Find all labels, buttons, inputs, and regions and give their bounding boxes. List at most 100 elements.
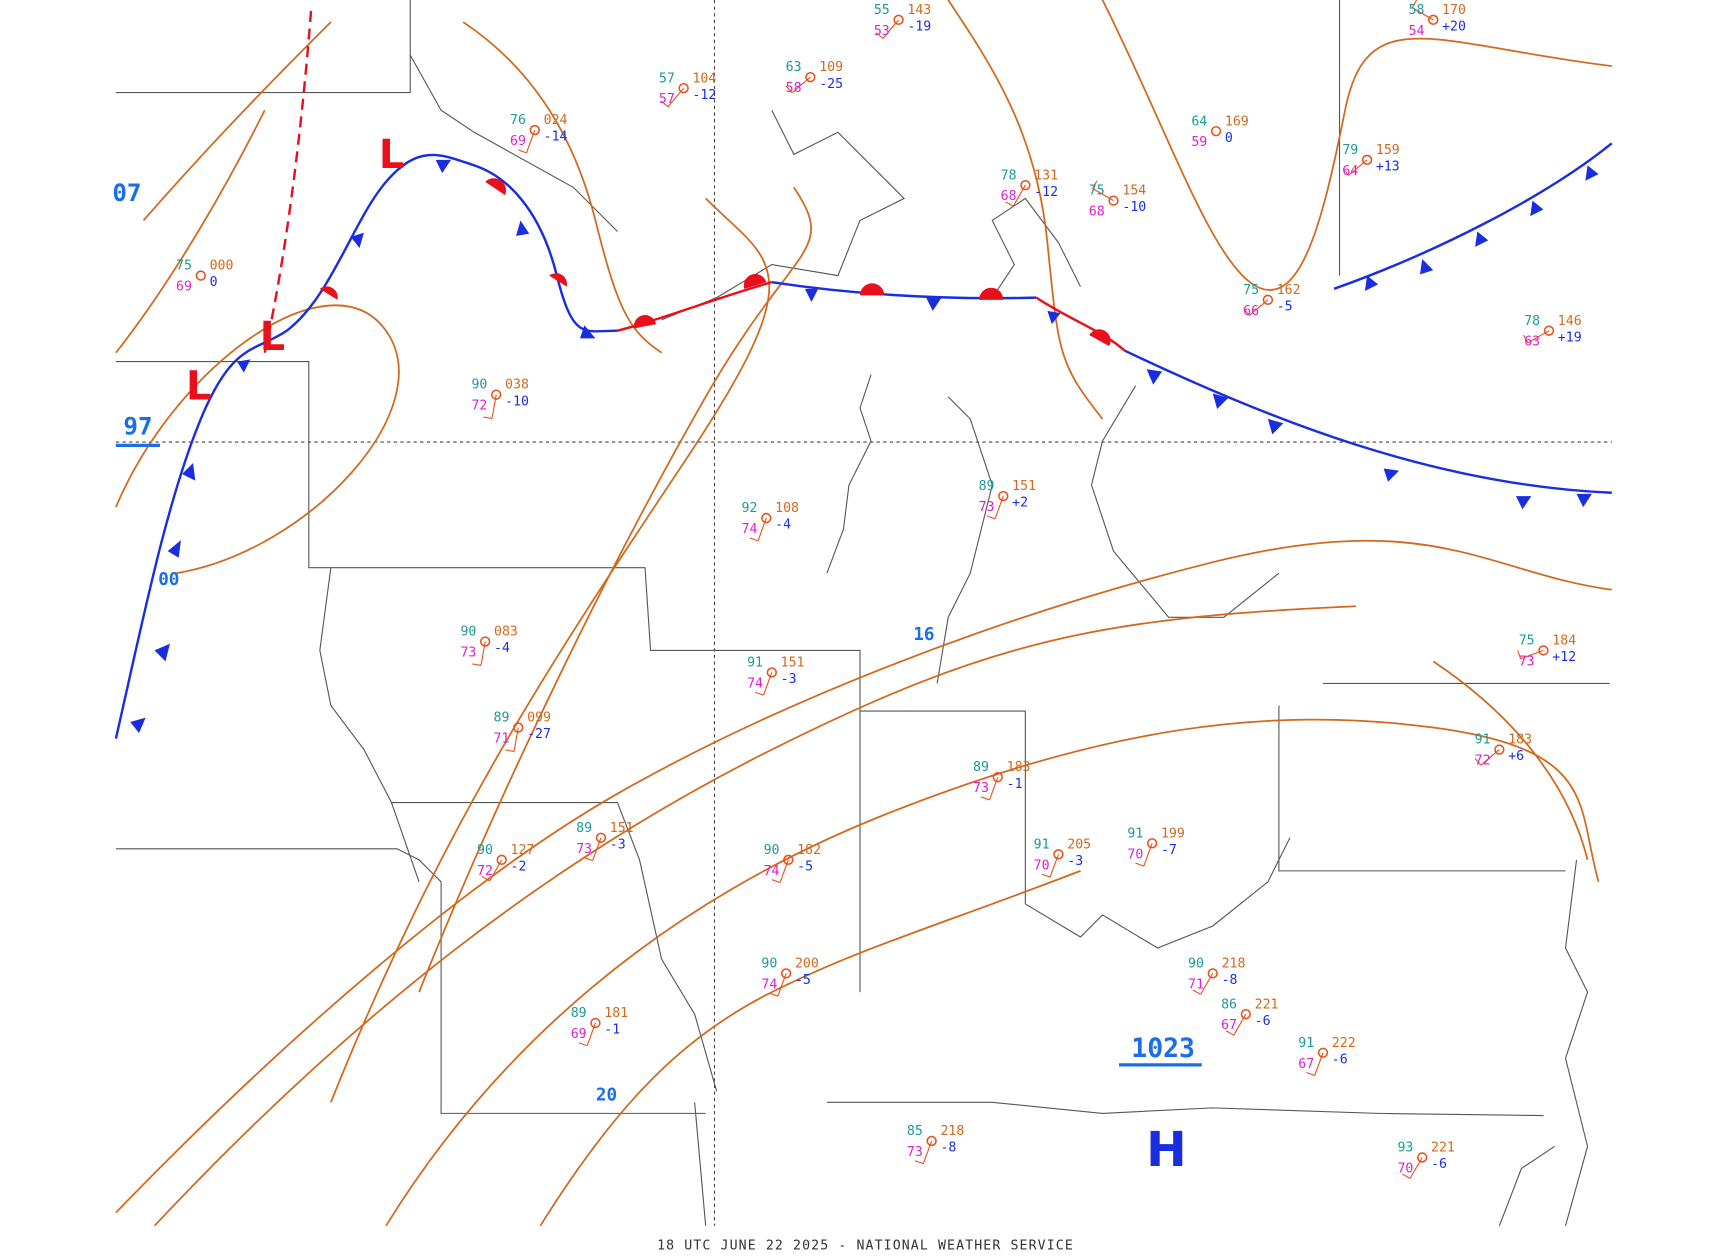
- pressure: 104: [692, 71, 716, 86]
- pressure-change: -3: [1067, 854, 1083, 869]
- station-marker: [1108, 195, 1119, 206]
- wind-barb: [525, 129, 536, 154]
- temperature: 89: [973, 760, 989, 775]
- dewpoint: 54: [1408, 24, 1424, 39]
- station-marker: [1494, 744, 1505, 755]
- wind-barb: [586, 1022, 596, 1046]
- pressure: 154: [1122, 184, 1146, 199]
- temperature: 90: [460, 625, 476, 640]
- station-marker: [805, 71, 816, 83]
- temperature: 90: [764, 843, 780, 858]
- temperature: 76: [510, 113, 526, 128]
- station-marker: [1262, 294, 1274, 306]
- low-center: L: [379, 132, 404, 178]
- station-marker: [998, 490, 1009, 502]
- pressure-change: 0: [210, 275, 218, 290]
- station-marker: [1428, 14, 1439, 26]
- wind-barb: [1225, 1030, 1234, 1036]
- station-marker: [1538, 645, 1549, 656]
- pressure: 205: [1067, 837, 1091, 852]
- wind-barb: [771, 879, 781, 884]
- pressure-change: -19: [907, 19, 931, 34]
- station-marker: [1240, 1008, 1252, 1020]
- wind-barb: [777, 973, 787, 997]
- station-marker: [780, 968, 792, 979]
- station-marker: [1210, 126, 1222, 137]
- temperature: 89: [979, 479, 995, 494]
- temperature: 90: [471, 378, 487, 393]
- wind-barb: [1092, 180, 1098, 189]
- temperature: 91: [1034, 837, 1050, 852]
- pressure-change: -10: [1122, 200, 1146, 215]
- temperature: 89: [576, 821, 592, 836]
- station-marker: [766, 667, 777, 678]
- wind-barb: [1192, 989, 1201, 995]
- station-marker: [893, 14, 904, 26]
- wind-barb: [1314, 1052, 1324, 1076]
- pressure-change: -1: [604, 1023, 620, 1038]
- pressure-change: -5: [797, 859, 813, 874]
- pressure: 131: [1034, 168, 1058, 183]
- pressure-change: -5: [795, 973, 811, 988]
- wind-barb: [483, 416, 493, 420]
- pressure: 169: [1225, 114, 1249, 129]
- dewpoint: 64: [1342, 164, 1358, 179]
- pressure: 000: [210, 259, 234, 274]
- pressure: 083: [494, 625, 518, 640]
- wind-barb: [667, 87, 685, 108]
- station-marker: [783, 854, 794, 866]
- wind-barb: [489, 859, 503, 882]
- station-marker: [926, 1135, 937, 1147]
- pressure-change: -14: [544, 130, 568, 145]
- wind-barb: [491, 394, 497, 419]
- pressure-change: -3: [781, 672, 797, 687]
- station-marker: [529, 124, 540, 136]
- station-marker: [1207, 968, 1218, 979]
- dewpoint: 73: [979, 500, 995, 515]
- dewpoint: 71: [1188, 977, 1204, 992]
- dewpoint: 68: [1089, 205, 1105, 220]
- dewpoint: 69: [571, 1027, 587, 1042]
- pressure: 038: [505, 378, 529, 393]
- pressure: 221: [1255, 997, 1279, 1012]
- temperature: 58: [1408, 3, 1424, 18]
- temperature: 91: [1127, 826, 1143, 841]
- temperature: 85: [907, 1124, 923, 1139]
- dewpoint: 73: [1519, 654, 1535, 669]
- wind-barb: [1480, 749, 1500, 766]
- temperature: 75: [1089, 184, 1105, 199]
- station-marker: [1020, 180, 1031, 191]
- wind-barb: [1012, 184, 1026, 207]
- wind-barb: [914, 1160, 924, 1165]
- wind-barb: [1041, 873, 1051, 878]
- wind-barb: [584, 857, 593, 862]
- wind-barb: [518, 149, 527, 154]
- station-marker: [1417, 1152, 1428, 1163]
- wind-barb: [1517, 650, 1522, 659]
- wind-barb: [882, 19, 900, 39]
- dewpoint: 73: [576, 842, 592, 857]
- pressure: 108: [775, 501, 799, 516]
- wind-barb: [481, 875, 490, 882]
- pressure-change: +19: [1558, 330, 1582, 345]
- wind-barb: [757, 517, 767, 542]
- isobar-label: 00: [158, 570, 179, 590]
- pressure-change: -4: [775, 518, 791, 533]
- wind-barb: [472, 663, 482, 667]
- wind-barb: [875, 32, 884, 39]
- pressure-change: -10: [505, 394, 529, 409]
- pressure: 151: [1012, 479, 1036, 494]
- dewpoint: 67: [1221, 1018, 1237, 1033]
- dewpoint: 72: [477, 864, 493, 879]
- temperature: 63: [786, 60, 802, 75]
- station-marker: [761, 512, 772, 524]
- pressure: 199: [1161, 826, 1185, 841]
- dewpoint: 63: [1524, 335, 1540, 350]
- station-marker: [496, 854, 507, 866]
- temperature: 57: [659, 71, 675, 86]
- temperature: 75: [176, 259, 192, 274]
- wind-barb: [1092, 188, 1114, 202]
- station-marker: [595, 832, 607, 843]
- wind-barb: [1233, 1013, 1247, 1036]
- dewpoint: 73: [973, 781, 989, 796]
